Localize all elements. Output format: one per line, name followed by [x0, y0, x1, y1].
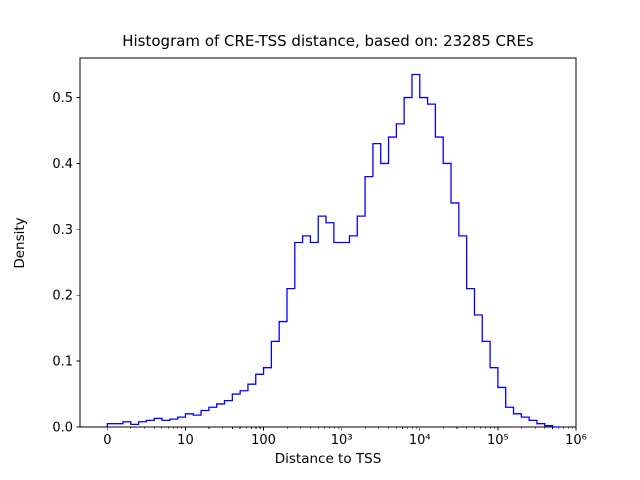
y-tick-label: 0.2 [52, 289, 73, 304]
x-tick-label: 10⁴ [409, 433, 431, 448]
chart-title: Histogram of CRE-TSS distance, based on:… [122, 32, 534, 50]
x-tick-label: 10 [177, 433, 194, 448]
y-tick-label: 0.3 [52, 223, 73, 238]
x-tick-label: 100 [251, 433, 276, 448]
y-axis-label: Density [12, 217, 28, 269]
axes-frame [79, 57, 577, 428]
y-tick-label: 0.5 [52, 91, 73, 106]
x-tick-label: 10⁶ [565, 433, 587, 448]
x-tick-label: 10³ [331, 433, 353, 448]
y-tick-label: 0.1 [52, 355, 73, 370]
x-tick-label: 10⁵ [487, 433, 509, 448]
x-axis-label: Distance to TSS [274, 451, 382, 467]
histogram-line [106, 73, 561, 428]
y-tick-label: 0.4 [52, 157, 73, 172]
y-tick-label: 0.0 [52, 421, 73, 436]
x-tick-label: 0 [103, 433, 111, 448]
